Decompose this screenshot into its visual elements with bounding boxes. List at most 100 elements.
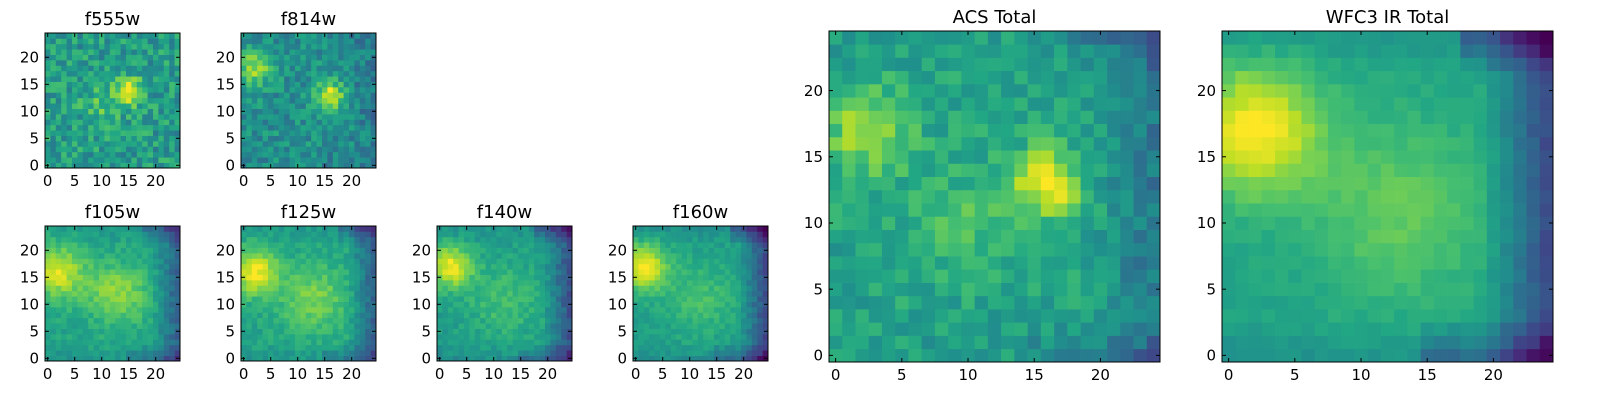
heatmap-cell xyxy=(501,307,508,313)
heatmap-cell xyxy=(316,151,323,158)
heatmap-cell xyxy=(881,335,896,350)
heatmap-cell xyxy=(687,258,693,265)
heatmap-cell xyxy=(365,231,371,238)
heatmap-cell xyxy=(262,54,269,61)
heatmap-cell xyxy=(518,242,524,248)
heatmap-cell xyxy=(654,253,661,259)
heatmap-cell xyxy=(88,285,94,292)
x-tick-label: 0 xyxy=(43,172,53,190)
heatmap-cell xyxy=(1027,229,1042,244)
heatmap-cell xyxy=(174,119,181,126)
heatmap-cell xyxy=(153,350,159,356)
heatmap-cell xyxy=(665,253,672,259)
x-tick-label: 0 xyxy=(631,365,641,383)
heatmap-cell xyxy=(72,242,78,248)
x-tick-label: 10 xyxy=(958,366,977,384)
heatmap-cell xyxy=(322,350,328,356)
heatmap-cell xyxy=(257,157,263,163)
heatmap-cell xyxy=(908,348,923,363)
heatmap-cell xyxy=(746,258,753,265)
heatmap-cell xyxy=(311,151,317,158)
heatmap-cell xyxy=(241,334,247,340)
heatmap-cell xyxy=(1014,242,1028,257)
heatmap-cell xyxy=(550,280,557,286)
heatmap-cell xyxy=(692,307,699,313)
heatmap-cell xyxy=(45,76,51,82)
heatmap-cell xyxy=(437,258,443,265)
heatmap-cell xyxy=(1093,335,1108,350)
heatmap-cell xyxy=(115,231,121,238)
heatmap-cell xyxy=(566,317,573,324)
heatmap-cell xyxy=(300,231,307,238)
heatmap-cell xyxy=(322,130,328,136)
heatmap-cell xyxy=(507,253,513,259)
heatmap-cell xyxy=(1040,295,1055,310)
heatmap-cell xyxy=(518,312,524,319)
heatmap-cell xyxy=(359,124,366,131)
heatmap-cell xyxy=(534,323,540,329)
heatmap-cell xyxy=(50,296,57,302)
heatmap-cell xyxy=(322,312,328,319)
heatmap-cell xyxy=(126,258,132,265)
heatmap-cell xyxy=(855,348,870,363)
heatmap-cell xyxy=(278,339,285,346)
heatmap-cell xyxy=(961,110,975,125)
heatmap-cell xyxy=(305,146,312,153)
heatmap-cell xyxy=(697,301,704,308)
heatmap-cell xyxy=(300,33,307,39)
heatmap-cell xyxy=(104,350,111,356)
heatmap-cell xyxy=(88,70,94,77)
heatmap-cell xyxy=(120,103,127,109)
heatmap-cell xyxy=(278,242,285,248)
heatmap-cell xyxy=(109,54,116,61)
heatmap-cell xyxy=(1354,242,1368,257)
heatmap-cell xyxy=(316,328,323,335)
heatmap-cell xyxy=(273,65,280,72)
heatmap-cell xyxy=(1288,242,1302,257)
heatmap-cell xyxy=(332,290,339,297)
heatmap-cell xyxy=(735,296,742,302)
heatmap-cell xyxy=(50,38,57,45)
heatmap-cell xyxy=(1288,256,1302,270)
heatmap-cell xyxy=(550,328,557,335)
heatmap-cell xyxy=(708,334,715,340)
heatmap-cell xyxy=(50,130,57,136)
heatmap-cell xyxy=(539,350,546,356)
heatmap-cell xyxy=(147,226,154,232)
heatmap-cell xyxy=(1235,348,1249,363)
heatmap-cell xyxy=(961,269,975,283)
heatmap-cell xyxy=(491,247,497,254)
heatmap-cell xyxy=(1274,256,1289,270)
heatmap-cell xyxy=(1486,282,1501,297)
heatmap-cell xyxy=(126,124,132,131)
heatmap-cell xyxy=(77,344,84,351)
heatmap-cell xyxy=(93,280,100,286)
heatmap-cell xyxy=(491,307,497,313)
heatmap-cell xyxy=(757,269,763,275)
heatmap-cell xyxy=(142,328,148,335)
heatmap-cell xyxy=(45,307,51,313)
heatmap-cell xyxy=(1120,256,1134,270)
heatmap-cell xyxy=(109,151,116,158)
x-tick-label: 5 xyxy=(658,365,668,383)
heatmap-cell xyxy=(82,97,89,104)
heatmap-cell xyxy=(142,307,148,313)
heatmap-cell xyxy=(496,328,503,335)
heatmap-cell xyxy=(676,253,682,259)
heatmap-cell xyxy=(708,307,715,313)
heatmap-cell xyxy=(458,253,465,259)
heatmap-cell xyxy=(638,236,645,243)
heatmap-cell xyxy=(241,130,247,136)
heatmap-cell xyxy=(262,81,269,88)
heatmap-cell xyxy=(316,119,323,126)
heatmap-cell xyxy=(104,231,111,238)
heatmap-cell xyxy=(126,263,132,270)
heatmap-cell xyxy=(322,339,328,346)
heatmap-cell xyxy=(741,334,747,340)
heatmap-cell xyxy=(268,339,274,346)
heatmap-cell xyxy=(908,189,923,204)
heatmap-cell xyxy=(365,49,371,55)
heatmap-cell xyxy=(61,317,67,324)
heatmap-cell xyxy=(241,43,247,50)
heatmap-cell xyxy=(305,124,312,131)
